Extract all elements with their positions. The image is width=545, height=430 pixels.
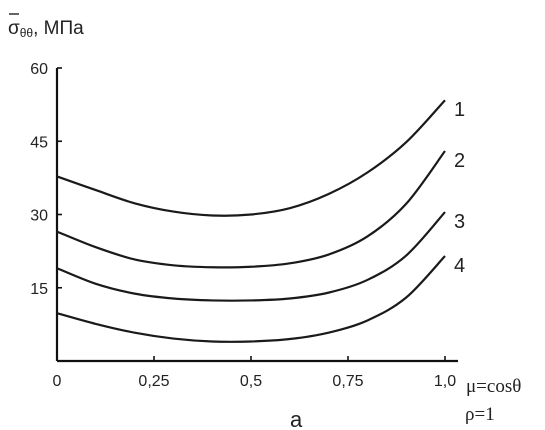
series-line-4 [56,255,446,343]
series-label-4: 4 [454,255,465,277]
figure-caption: а [290,407,303,430]
y-axis-symbol: σ [8,18,20,39]
series-line-3 [56,211,446,302]
y-tick-label: 30 [30,208,48,225]
series-label-1: 1 [454,99,465,121]
series-labels: 1 2 3 4 [454,99,465,277]
y-tick-label: 45 [30,134,48,151]
series-line-2 [56,150,446,269]
y-axis-label: σθθ, МПа [8,18,84,40]
x-tick-label: 0 [53,373,62,390]
y-axis-subscript: θθ [20,26,34,40]
y-axis-unit: , МПа [33,18,84,39]
y-tick-label: 15 [30,281,48,298]
x-tick-label: 0,25 [138,373,169,390]
x-tick-label: 1,0 [434,373,456,390]
x-ticks: 0 0,25 0,5 0,75 1,0 [53,356,456,390]
x-tick-label: 0,75 [332,373,363,390]
parameter-label: ρ=1 [465,404,495,425]
series-line-1 [56,99,446,217]
y-tick-label: 60 [30,61,48,78]
y-ticks: 60 45 30 15 [30,61,62,298]
x-tick-label: 0,5 [240,373,262,390]
x-axis-label: μ=cosθ [466,376,521,397]
series-curves [56,99,446,343]
series-label-2: 2 [454,150,465,172]
series-label-3: 3 [454,211,465,233]
